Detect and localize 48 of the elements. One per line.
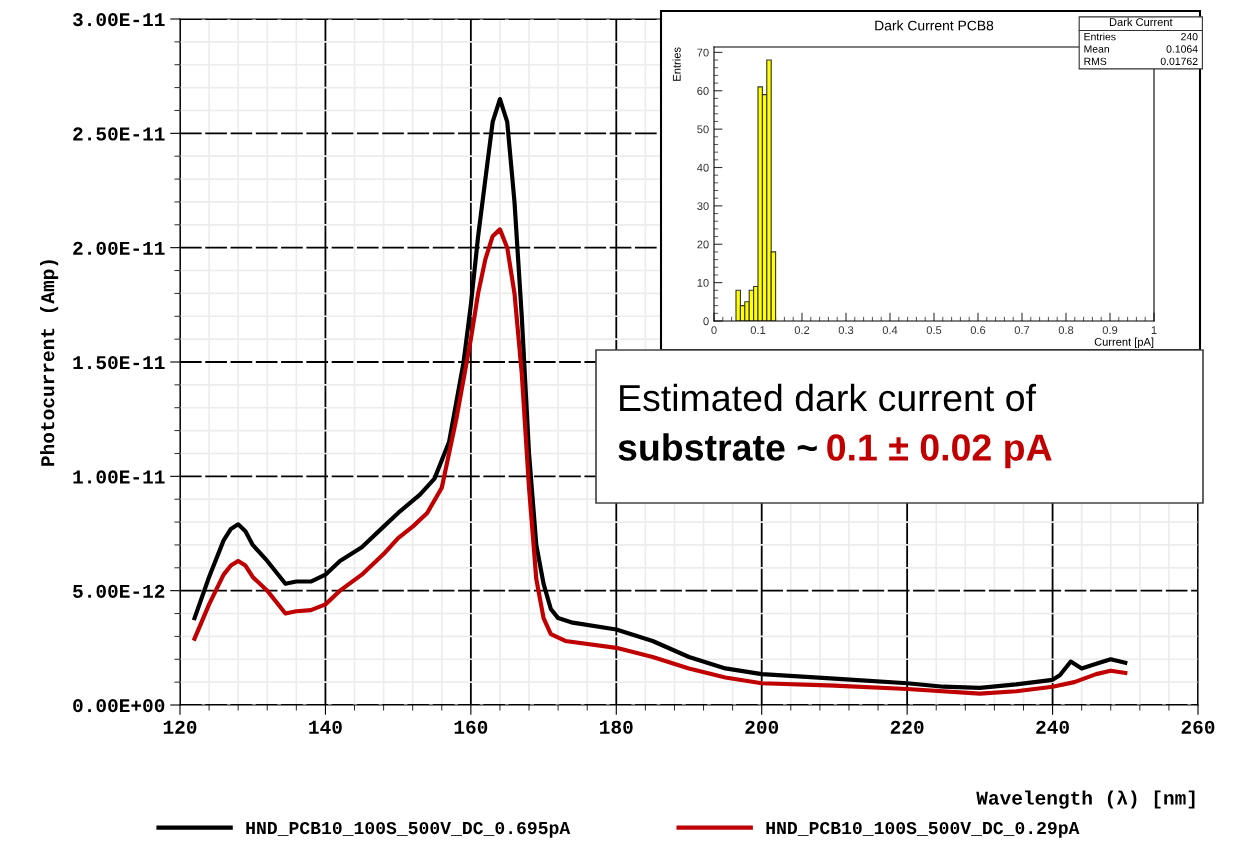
annotation: 0.1 ± 0.02 pA xyxy=(827,434,1052,469)
annotation: Dark Current xyxy=(1109,17,1173,27)
x-tick-label: 200 xyxy=(745,720,779,734)
legend-label: HND_PCB10_100S_500V_DC_0.29pA xyxy=(766,821,1080,838)
x-tick-label: 140 xyxy=(309,720,342,734)
x-tick-label: 0.2 xyxy=(794,326,810,335)
x-tick-label: 0.8 xyxy=(1058,326,1074,335)
y-tick-label: 10 xyxy=(697,278,709,287)
annotation: substrate ~ xyxy=(618,433,817,461)
x-tick-label: 1 xyxy=(1151,326,1157,334)
y-tick-label: 0.00E+00 xyxy=(73,699,165,713)
annotation: Estimated dark current of xyxy=(620,383,1037,412)
y-tick-label: 0 xyxy=(703,317,709,326)
y-tick-label: 30 xyxy=(697,202,709,211)
legend-label: HND_PCB10_100S_500V_DC_0.695pA xyxy=(246,821,571,838)
x-tick-label: 0.6 xyxy=(970,326,986,335)
x-tick-label: 0.5 xyxy=(926,326,942,335)
y-tick-label: 5.00E-12 xyxy=(73,584,165,598)
y-tick-label: 3.00E-11 xyxy=(72,13,165,27)
x-tick-label: 0.3 xyxy=(838,326,854,335)
x-axis-title: Wavelength (λ) [nm] xyxy=(976,790,1195,809)
y-tick-label: 1.00E-11 xyxy=(73,470,165,484)
x-tick-label: 0.7 xyxy=(1014,326,1030,335)
x-tick-label: 0.1 xyxy=(750,326,766,335)
x-tick-label: 160 xyxy=(454,720,488,734)
y-tick-label: 1.50E-11 xyxy=(73,356,165,370)
y-tick-label: 20 xyxy=(697,240,709,249)
x-tick-label: 180 xyxy=(600,720,633,734)
x-tick-label: 240 xyxy=(1036,720,1069,734)
y-tick-label: 60 xyxy=(697,87,709,95)
x-tick-label: 260 xyxy=(1181,720,1215,734)
y-tick-label: 40 xyxy=(697,163,709,172)
y-axis-title: Entries xyxy=(672,47,681,81)
x-tick-label: 120 xyxy=(163,720,197,734)
text: Entries 240 xyxy=(1084,32,1198,41)
y-axis-title: Photocurrent (Amp) xyxy=(40,260,59,466)
text: Mean 0.1064 xyxy=(1084,45,1198,53)
x-tick-label: 220 xyxy=(890,720,924,734)
text: RMS 0.01762 xyxy=(1084,57,1198,65)
y-tick-label: 70 xyxy=(697,48,709,57)
x-tick-label: 0.9 xyxy=(1102,326,1118,335)
x-tick-label: 0 xyxy=(711,326,717,335)
x-axis-title: Current [pA] xyxy=(1094,337,1154,348)
x-tick-label: 0.4 xyxy=(882,326,898,335)
y-tick-label: 2.50E-11 xyxy=(73,127,165,141)
y-tick-label: 50 xyxy=(697,125,709,134)
y-tick-label: 2.00E-11 xyxy=(73,241,165,255)
chart-title: Dark Current PCB8 xyxy=(875,20,994,31)
